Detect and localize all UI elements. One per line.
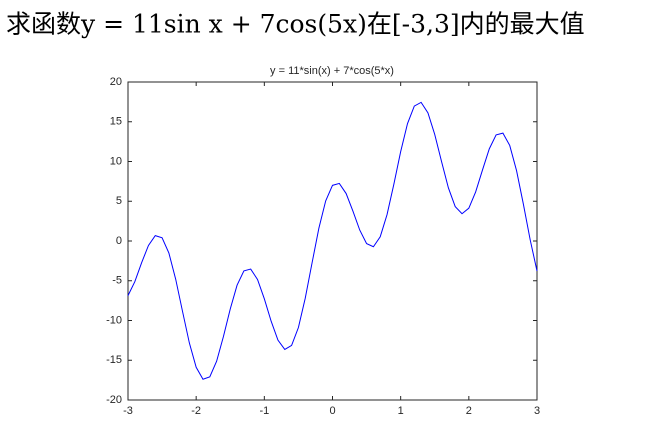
y-tick-label: 15	[110, 116, 122, 128]
x-tick-label: -1	[259, 405, 269, 417]
x-tick-label: -3	[123, 405, 133, 417]
heading: 求函数y = 11sin x + 7cos(5x)在[-3,3]内的最大值	[6, 10, 585, 39]
y-tick-label: -20	[106, 394, 122, 406]
y-tick-label: -15	[106, 354, 122, 366]
y-tick-label: 10	[110, 155, 122, 167]
y-tick-label: -10	[106, 314, 122, 326]
y-tick-label: -5	[112, 275, 122, 287]
y-tick-label: 0	[116, 235, 122, 247]
x-tick-label: 3	[534, 405, 540, 417]
line	[127, 101, 538, 380]
x-tick-label: 0	[329, 405, 335, 417]
x-tick-label: 2	[466, 405, 472, 417]
x-tick-label: 1	[398, 405, 404, 417]
x-tick-label: -2	[191, 405, 201, 417]
plot-frame	[127, 81, 538, 401]
y-tick-label: 20	[110, 76, 122, 88]
chart-title: y = 11*sin(x) + 7*cos(5*x)	[270, 65, 394, 77]
y-tick-label: 5	[116, 195, 122, 207]
